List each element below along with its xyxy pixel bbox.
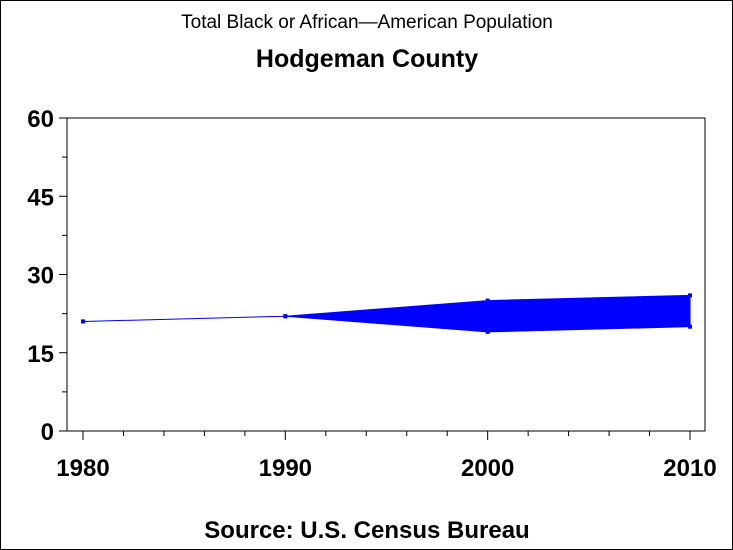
plot-frame — [66, 117, 706, 432]
y-tick-label: 30 — [27, 263, 54, 290]
data-point-upper — [283, 314, 288, 319]
x-tick-label: 2000 — [461, 455, 514, 482]
chart-title: Total Black or African—American Populati… — [181, 12, 553, 33]
y-tick-label: 60 — [27, 106, 54, 133]
data-point-lower — [688, 324, 692, 329]
series-band — [82, 294, 691, 333]
chart-subtitle: Hodgeman County — [256, 45, 478, 73]
data-point-upper — [485, 298, 490, 303]
x-tick-label: 2010 — [663, 455, 716, 482]
data-point-upper — [81, 319, 85, 324]
y-tick-label: 15 — [27, 341, 54, 368]
data-point-lower — [485, 329, 490, 334]
data-point-upper — [688, 293, 692, 298]
x-tick-label: 1980 — [56, 455, 109, 482]
y-tick-label: 45 — [27, 184, 54, 211]
y-tick-label: 0 — [41, 419, 54, 446]
x-tick-label: 1990 — [259, 455, 312, 482]
chart-footnote: Source: U.S. Census Bureau — [204, 517, 529, 544]
